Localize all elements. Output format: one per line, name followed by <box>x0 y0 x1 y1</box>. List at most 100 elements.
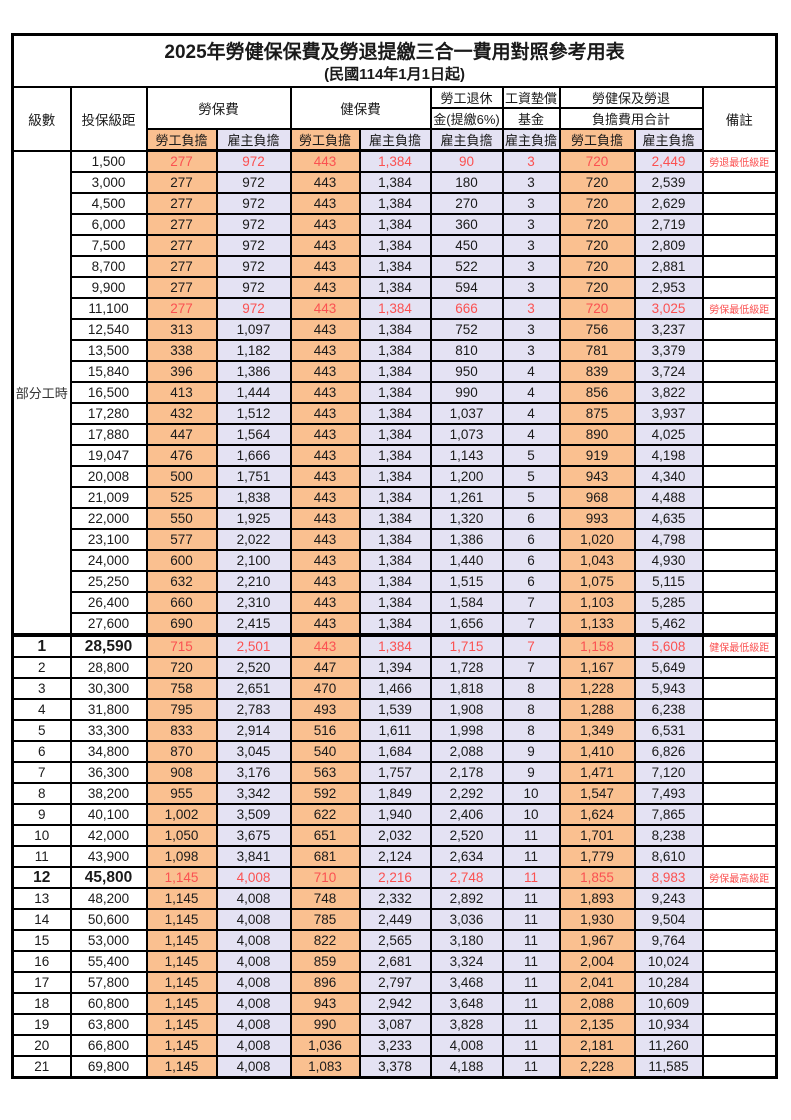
health-employee-cell: 943 <box>289 992 361 1015</box>
pension-employer-cell: 810 <box>429 339 504 362</box>
level-cell: 13 <box>11 887 72 910</box>
labor-employee-cell: 1,002 <box>145 803 218 826</box>
table-row: 1 28,590 715 2,501 443 1,384 1,715 7 1,158 5,608 健… <box>11 633 778 658</box>
total-employee-cell: 1,133 <box>558 612 636 636</box>
remark-cell <box>701 950 778 973</box>
remark-cell <box>701 782 778 805</box>
health-employer-cell: 3,378 <box>358 1055 432 1079</box>
pension-employer-cell: 2,520 <box>429 824 504 847</box>
pension-employer-cell: 2,088 <box>429 740 504 763</box>
total-employee-cell: 756 <box>558 318 636 341</box>
labor-employee-cell: 1,145 <box>145 1034 218 1057</box>
bracket-cell: 12,540 <box>69 318 148 341</box>
bracket-cell: 11,100 <box>69 297 148 320</box>
health-employee-cell: 443 <box>289 297 361 320</box>
health-employer-cell: 1,384 <box>358 234 432 257</box>
pension-employer-cell: 1,200 <box>429 465 504 488</box>
health-employee-cell: 822 <box>289 929 361 952</box>
remark-cell <box>701 1034 778 1057</box>
bracket-cell: 38,200 <box>69 782 148 805</box>
pension-employer-cell: 4,188 <box>429 1055 504 1079</box>
total-employer-cell: 7,865 <box>633 803 704 826</box>
labor-employer-cell: 2,501 <box>215 633 292 658</box>
total-employer-cell: 10,609 <box>633 992 704 1015</box>
total-employer-cell: 6,238 <box>633 698 704 721</box>
labor-employer-cell: 3,509 <box>215 803 292 826</box>
subheader-labor-employee: 勞工負擔 <box>145 128 218 152</box>
table-row: 4,500 277 972 443 1,384 270 3 720 2,629 <box>13 192 778 215</box>
total-employer-cell: 3,379 <box>633 339 704 362</box>
col-header-wage-arrears-line1: 工資墊償 <box>501 86 561 109</box>
total-employer-cell: 11,260 <box>633 1034 704 1057</box>
health-employer-cell: 2,032 <box>358 824 432 847</box>
total-employer-cell: 7,493 <box>633 782 704 805</box>
arrears-employer-cell: 8 <box>501 719 561 742</box>
arrears-employer-cell: 4 <box>501 402 561 425</box>
total-employer-cell: 5,462 <box>633 612 704 636</box>
table-row: 20,008 500 1,751 443 1,384 1,200 5 943 4,340 <box>13 465 778 488</box>
col-header-remark: 備註 <box>701 86 778 152</box>
table-row: 17,280 432 1,512 443 1,384 1,037 4 875 3,937 <box>13 402 778 425</box>
remark-cell <box>701 971 778 994</box>
arrears-employer-cell: 3 <box>501 339 561 362</box>
subheader-labor-employer: 雇主負擔 <box>215 128 292 152</box>
labor-employer-cell: 2,210 <box>215 570 292 593</box>
health-employer-cell: 1,384 <box>358 255 432 278</box>
health-employee-cell: 443 <box>289 465 361 488</box>
labor-employer-cell: 972 <box>215 297 292 320</box>
health-employer-cell: 1,757 <box>358 761 432 784</box>
labor-employer-cell: 3,045 <box>215 740 292 763</box>
health-employee-cell: 592 <box>289 782 361 805</box>
remark-cell <box>701 402 778 425</box>
remark-cell <box>701 213 778 236</box>
bracket-cell: 17,280 <box>69 402 148 425</box>
arrears-employer-cell: 4 <box>501 423 561 446</box>
health-employee-cell: 516 <box>289 719 361 742</box>
pension-employer-cell: 1,656 <box>429 612 504 636</box>
remark-cell <box>701 276 778 299</box>
remark-cell <box>701 255 778 278</box>
health-employee-cell: 443 <box>289 528 361 551</box>
col-header-pension-line1: 勞工退休 <box>429 86 504 109</box>
labor-employer-cell: 2,783 <box>215 698 292 721</box>
health-employee-cell: 859 <box>289 950 361 973</box>
arrears-employer-cell: 3 <box>501 276 561 299</box>
remark-cell <box>701 360 778 383</box>
total-employer-cell: 5,649 <box>633 656 704 679</box>
total-employee-cell: 1,624 <box>558 803 636 826</box>
labor-employee-cell: 476 <box>145 444 218 467</box>
arrears-employer-cell: 5 <box>501 486 561 509</box>
total-employee-cell: 720 <box>558 149 636 173</box>
total-employee-cell: 720 <box>558 192 636 215</box>
total-employee-cell: 2,135 <box>558 1013 636 1036</box>
pension-employer-cell: 2,292 <box>429 782 504 805</box>
table-row: 21,009 525 1,838 443 1,384 1,261 5 968 4,488 <box>13 486 778 509</box>
health-employer-cell: 1,384 <box>358 633 432 658</box>
col-header-pension-line2: 金(提繳6%) <box>429 107 504 130</box>
title-row: 2025年勞健保保費及勞退提繳三合一費用對照參考用表 (民國114年1月1日起) <box>11 33 778 88</box>
health-employer-cell: 1,466 <box>358 677 432 700</box>
bracket-cell: 45,800 <box>69 866 148 889</box>
pension-employer-cell: 2,748 <box>429 866 504 889</box>
total-employer-cell: 3,025 <box>633 297 704 320</box>
subheader-arrears-employer: 雇主負擔 <box>501 128 561 152</box>
total-employer-cell: 2,953 <box>633 276 704 299</box>
bracket-cell: 21,009 <box>69 486 148 509</box>
pension-employer-cell: 1,998 <box>429 719 504 742</box>
table-row: 23,100 577 2,022 443 1,384 1,386 6 1,020 4,798 <box>13 528 778 551</box>
total-employer-cell: 3,724 <box>633 360 704 383</box>
total-employer-cell: 6,531 <box>633 719 704 742</box>
total-employer-cell: 6,826 <box>633 740 704 763</box>
bracket-cell: 31,800 <box>69 698 148 721</box>
level-cell: 11 <box>11 845 72 868</box>
bracket-cell: 1,500 <box>69 149 148 173</box>
level-cell: 20 <box>11 1034 72 1057</box>
labor-employer-cell: 972 <box>215 255 292 278</box>
arrears-employer-cell: 4 <box>501 360 561 383</box>
total-employee-cell: 1,410 <box>558 740 636 763</box>
arrears-employer-cell: 5 <box>501 465 561 488</box>
health-employer-cell: 2,681 <box>358 950 432 973</box>
col-header-labor-insurance: 勞保費 <box>145 86 292 130</box>
col-header-wage-arrears-line2: 基金 <box>501 107 561 130</box>
page-title: 2025年勞健保保費及勞退提繳三合一費用對照參考用表 <box>164 41 625 63</box>
